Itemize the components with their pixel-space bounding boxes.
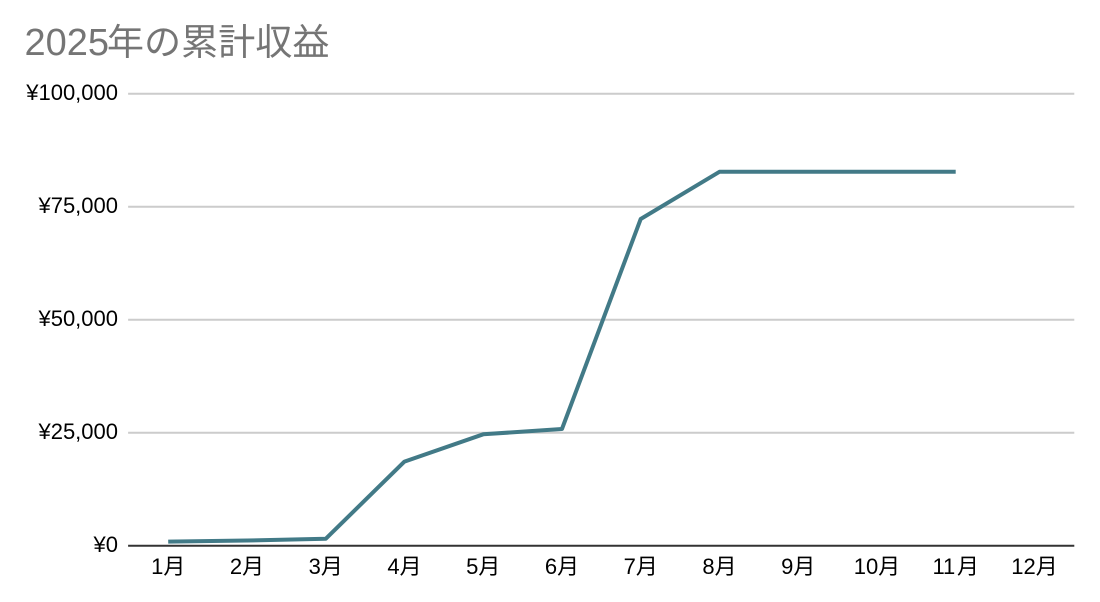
- svg-text:8: 8: [702, 554, 714, 579]
- svg-text:7: 7: [624, 554, 636, 579]
- svg-text:9: 9: [781, 554, 793, 579]
- svg-text:6: 6: [545, 554, 557, 579]
- svg-text:¥0: ¥0: [93, 532, 118, 557]
- svg-text:5: 5: [466, 554, 478, 579]
- svg-text:1: 1: [151, 554, 163, 579]
- svg-text:10: 10: [854, 554, 878, 579]
- svg-text:¥25,000: ¥25,000: [37, 419, 118, 444]
- svg-text:12: 12: [1011, 554, 1035, 579]
- svg-text:¥50,000: ¥50,000: [37, 306, 118, 331]
- svg-text:4: 4: [387, 554, 399, 579]
- svg-text:¥100,000: ¥100,000: [25, 80, 118, 105]
- svg-text:2025: 2025: [25, 22, 110, 64]
- svg-text:11: 11: [932, 554, 955, 579]
- svg-text:3: 3: [309, 554, 321, 579]
- svg-text:2: 2: [230, 554, 242, 579]
- svg-text:¥75,000: ¥75,000: [37, 193, 118, 218]
